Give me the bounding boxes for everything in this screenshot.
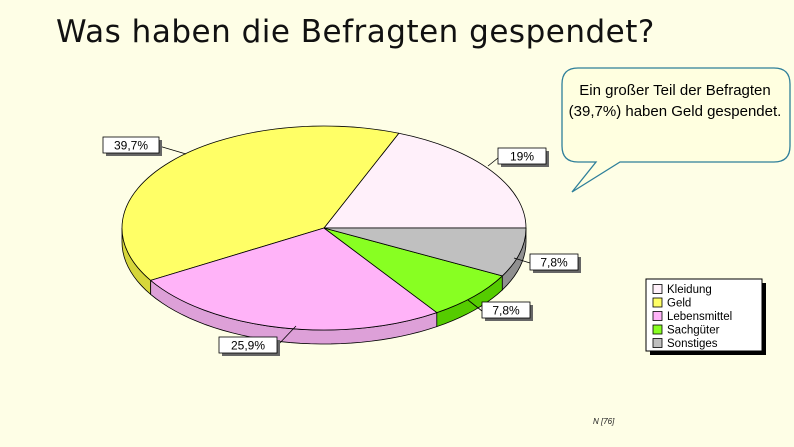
slice-lebensmittel xyxy=(149,227,438,331)
callout-text: Ein großer Teil der Befragten (39,7%) ha… xyxy=(568,82,782,120)
slice-kleidung xyxy=(323,132,527,229)
legend-label: Sonstiges xyxy=(667,338,718,350)
data-label-sachgüter: 7,8% xyxy=(467,299,533,321)
sample-size-note: N [76] xyxy=(593,417,615,426)
legend-box xyxy=(645,278,763,352)
legend-label: Lebensmittel xyxy=(667,311,732,323)
legend-label: Sachgüter xyxy=(667,325,720,337)
legend-swatch xyxy=(652,284,663,294)
legend-item-sonstiges: Sonstiges xyxy=(652,338,718,350)
data-label-text: 19% xyxy=(510,150,534,164)
callout-bubble xyxy=(561,67,791,193)
callout-bubble-shape xyxy=(561,67,791,193)
legend-item-kleidung: Kleidung xyxy=(652,284,712,296)
legend-swatch xyxy=(652,297,663,308)
chart-title: Was haben die Befragten gespendet? xyxy=(56,14,655,50)
data-label-text: 7,8% xyxy=(492,304,520,318)
legend-label: Geld xyxy=(667,298,691,310)
legend-swatch xyxy=(652,338,663,348)
legend-item-geld: Geld xyxy=(652,297,691,310)
slice-sonstiges xyxy=(323,227,527,277)
data-labels: 19% 39,7% 25,9% 7,8% 7,8% xyxy=(102,136,581,356)
slice-sachgüter xyxy=(323,227,504,314)
data-label-text: 25,9% xyxy=(231,339,265,353)
legend-label: Kleidung xyxy=(667,284,712,296)
legend-item-lebensmittel: Lebensmittel xyxy=(652,311,732,323)
data-label-text: 7,8% xyxy=(540,256,568,270)
slice-geld xyxy=(121,125,400,281)
data-label-kleidung: 19% xyxy=(487,147,549,167)
legend-item-sachgüter: Sachgüter xyxy=(652,324,720,337)
data-label-lebensmittel: 25,9% xyxy=(218,325,297,356)
data-label-sonstiges: 7,8% xyxy=(513,253,581,273)
pie-slices xyxy=(121,125,527,345)
legend-swatch xyxy=(652,311,663,321)
data-label-text: 39,7% xyxy=(114,139,148,153)
legend-swatch xyxy=(652,324,663,335)
data-label-geld: 39,7% xyxy=(102,136,187,156)
